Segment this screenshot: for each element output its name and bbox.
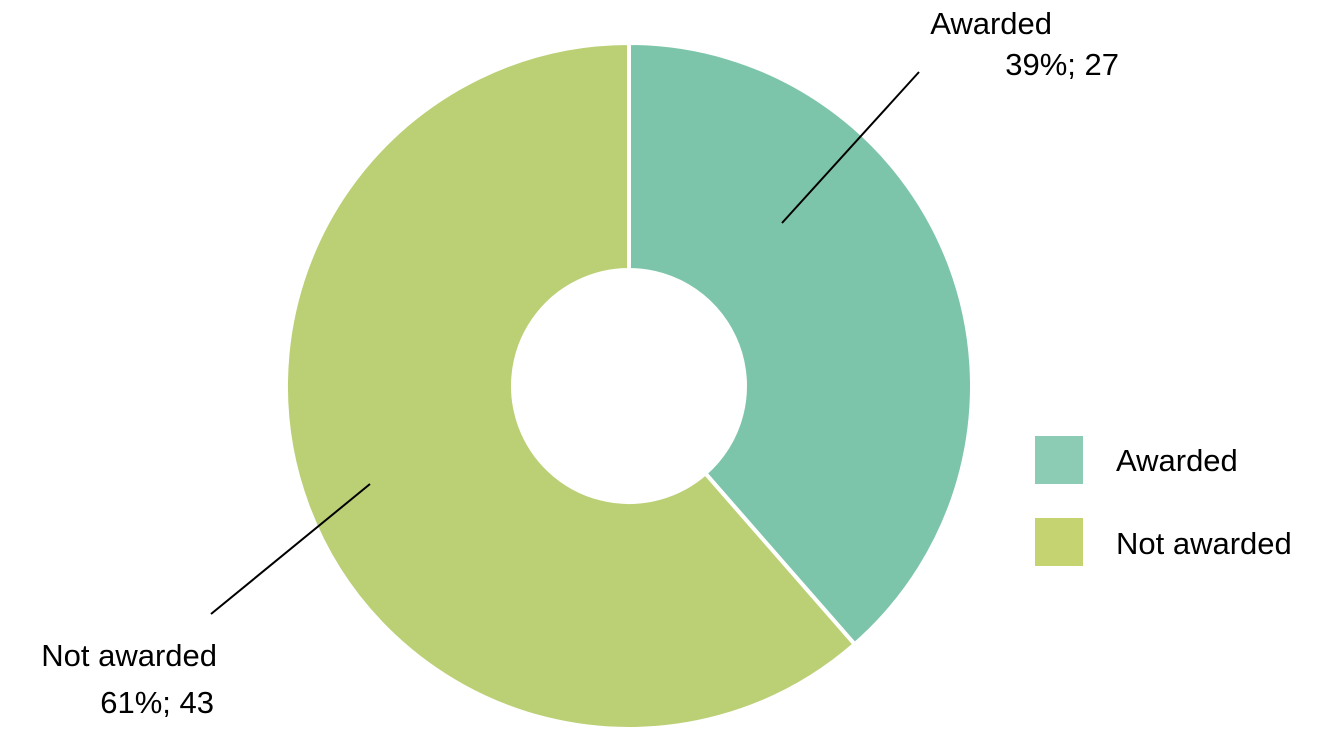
slice-awarded <box>627 40 975 648</box>
legend-label-awarded: Awarded <box>1116 443 1238 478</box>
legend-label-not-awarded: Not awarded <box>1116 526 1292 561</box>
awarded-leader-line <box>781 71 920 224</box>
slice-not-awarded <box>284 40 858 731</box>
not-awarded-leader-line <box>210 483 371 615</box>
awarded-data-label-value: 39%; 27 <box>1005 47 1119 82</box>
not-awarded-data-label-value: 61%; 43 <box>100 685 214 720</box>
awarded-data-label-name: Awarded <box>930 6 1052 41</box>
legend-swatch-awarded <box>1035 436 1083 484</box>
legend: Awarded Not awarded <box>1035 436 1292 566</box>
legend-swatch-not-awarded <box>1035 518 1083 566</box>
not-awarded-data-label-name: Not awarded <box>41 638 217 673</box>
slice-group <box>284 40 975 731</box>
